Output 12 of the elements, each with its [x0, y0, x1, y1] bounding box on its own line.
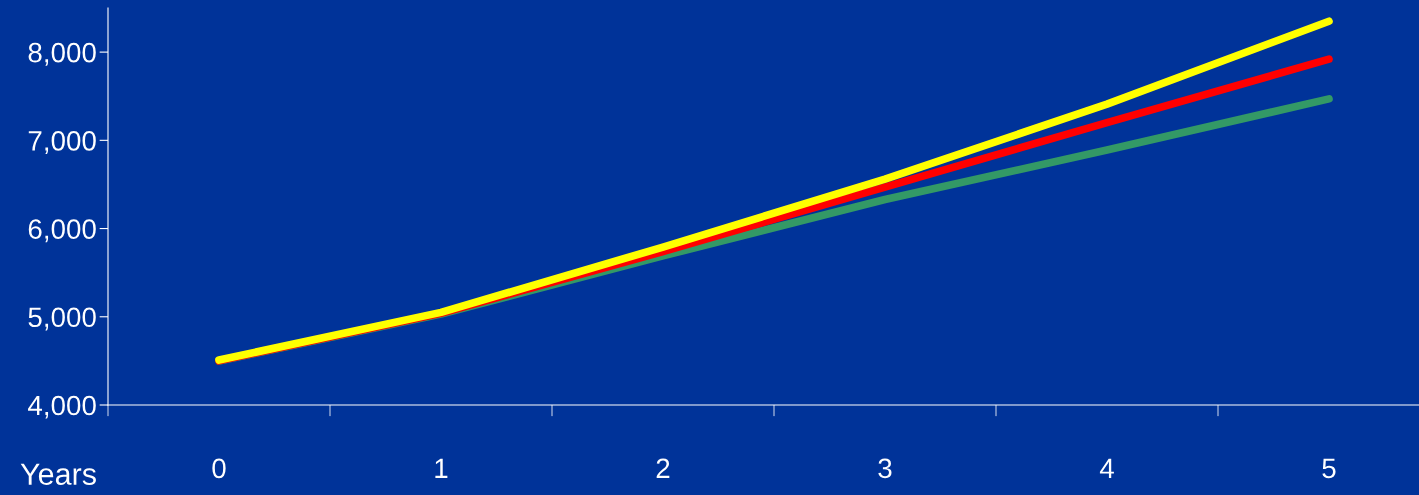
x-tick-label: 5 [1322, 458, 1336, 479]
x-tick-label: 0 [212, 458, 226, 479]
x-tick-label: 2 [656, 458, 670, 478]
y-tick-label: 4,000 [28, 395, 96, 419]
x-tick-label: 3 [878, 458, 892, 479]
y-tick-label: 8,000 [28, 42, 96, 66]
y-tick-label: 7,000 [28, 131, 96, 154]
x-tick-label: 1 [435, 458, 448, 478]
x-axis-title: Years [20, 463, 96, 485]
y-tick-label: 5,000 [28, 307, 96, 331]
y-tick-label: 6,000 [28, 219, 96, 243]
x-tick-label: 4 [1099, 458, 1114, 478]
